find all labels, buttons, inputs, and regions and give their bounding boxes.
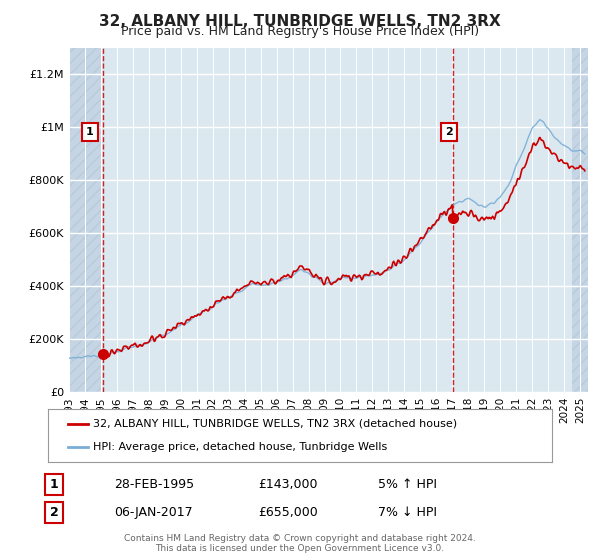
- Text: £655,000: £655,000: [258, 506, 318, 519]
- Text: 2: 2: [445, 127, 453, 137]
- Text: 2: 2: [50, 506, 58, 519]
- Text: 28-FEB-1995: 28-FEB-1995: [114, 478, 194, 491]
- Text: Contains HM Land Registry data © Crown copyright and database right 2024.
This d: Contains HM Land Registry data © Crown c…: [124, 534, 476, 553]
- Text: £143,000: £143,000: [258, 478, 317, 491]
- Text: 32, ALBANY HILL, TUNBRIDGE WELLS, TN2 3RX: 32, ALBANY HILL, TUNBRIDGE WELLS, TN2 3R…: [99, 14, 501, 29]
- Text: 06-JAN-2017: 06-JAN-2017: [114, 506, 193, 519]
- Bar: [69, 48, 101, 392]
- Bar: [572, 48, 588, 392]
- Text: Price paid vs. HM Land Registry's House Price Index (HPI): Price paid vs. HM Land Registry's House …: [121, 25, 479, 38]
- Text: 1: 1: [50, 478, 58, 491]
- Text: 1: 1: [86, 127, 94, 137]
- Text: HPI: Average price, detached house, Tunbridge Wells: HPI: Average price, detached house, Tunb…: [94, 442, 388, 452]
- Text: 32, ALBANY HILL, TUNBRIDGE WELLS, TN2 3RX (detached house): 32, ALBANY HILL, TUNBRIDGE WELLS, TN2 3R…: [94, 419, 457, 429]
- Text: 5% ↑ HPI: 5% ↑ HPI: [378, 478, 437, 491]
- Text: 7% ↓ HPI: 7% ↓ HPI: [378, 506, 437, 519]
